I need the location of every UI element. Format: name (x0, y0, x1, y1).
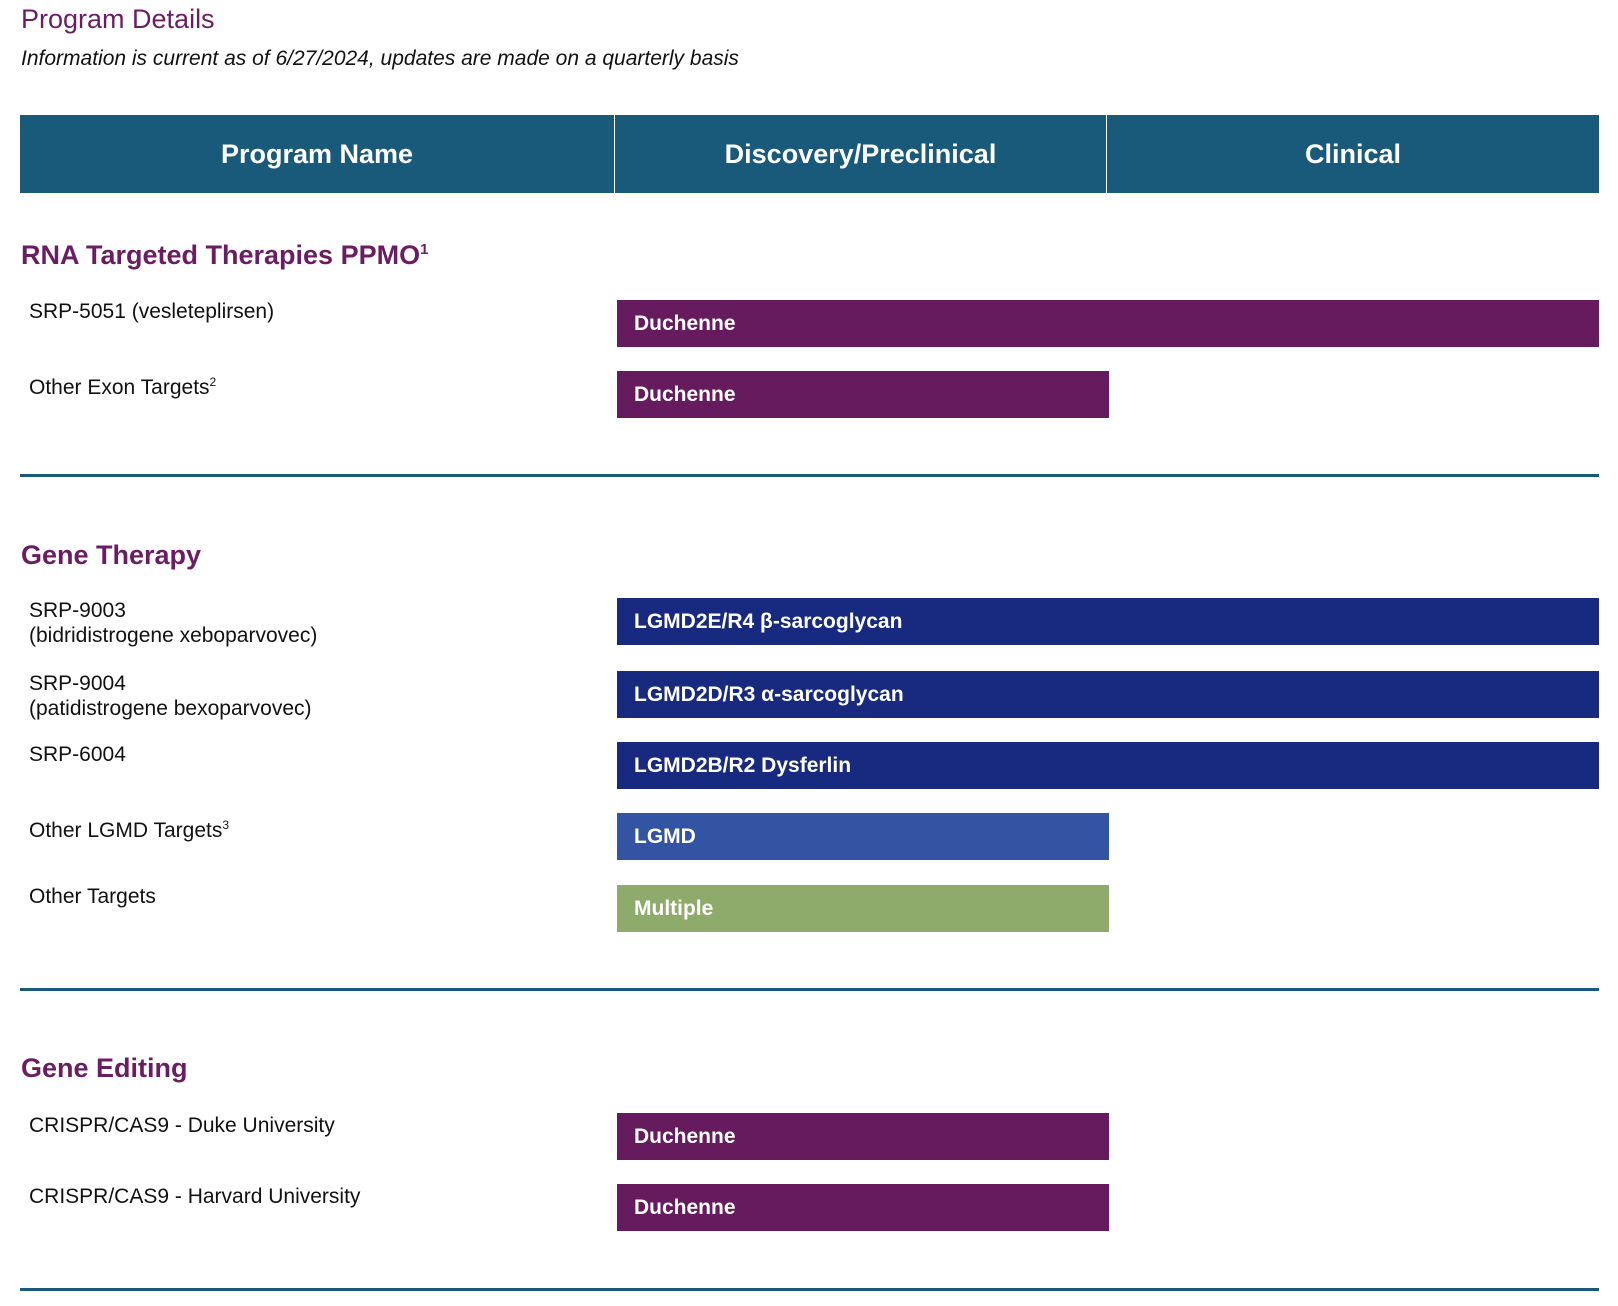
program-name: Other Exon Targets2 (29, 370, 216, 400)
program-label: SRP-9004 (29, 672, 126, 695)
section-heading-gene-therapy: Gene Therapy (21, 540, 202, 570)
pipeline-bar: LGMD (617, 813, 1109, 860)
update-note: Information is current as of 6/27/2024, … (21, 47, 739, 70)
section-heading-gene-editing: Gene Editing (21, 1053, 188, 1083)
pipeline-bar: Duchenne (617, 1113, 1109, 1160)
program-generic-name: (bidridistrogene xeboparvovec) (29, 624, 318, 647)
footnote-marker: 3 (222, 818, 230, 832)
program-name: CRISPR/CAS9 - Harvard University (29, 1184, 360, 1209)
footnote-marker: 1 (420, 241, 429, 258)
header-clinical: Clinical (1304, 138, 1402, 169)
program-label: Other LGMD Targets (29, 819, 223, 842)
table-header: Program Name Discovery/Preclinical Clini… (20, 115, 1599, 193)
program-label: Other Exon Targets (29, 376, 210, 399)
program-label: Other Targets (29, 885, 156, 908)
program-name: Other LGMD Targets3 (29, 813, 229, 843)
header-program-name: Program Name (20, 115, 615, 193)
program-label: SRP-9003 (29, 599, 126, 622)
program-label: CRISPR/CAS9 - Duke University (29, 1114, 335, 1137)
pipeline-bar: Duchenne (617, 300, 1599, 347)
footnote-marker: 2 (209, 375, 217, 389)
pipeline-bar: Multiple (617, 885, 1109, 932)
program-name: CRISPR/CAS9 - Duke University (29, 1113, 335, 1138)
section-heading-text: RNA Targeted Therapies PPMO (21, 240, 421, 270)
program-name: SRP-6004 (29, 742, 126, 767)
section-divider (20, 474, 1599, 477)
section-divider (20, 988, 1599, 991)
program-label: SRP-5051 (vesleteplirsen) (29, 300, 275, 323)
program-label: CRISPR/CAS9 - Harvard University (29, 1185, 361, 1208)
pipeline-bar: LGMD2E/R4 β-sarcoglycan (617, 598, 1599, 645)
pipeline-bar: Duchenne (617, 371, 1109, 418)
program-name: Other Targets (29, 884, 156, 909)
program-name: SRP-5051 (vesleteplirsen) (29, 299, 274, 324)
program-name: SRP-9003 (bidridistrogene xeboparvovec) (29, 598, 317, 648)
section-heading-rna: RNA Targeted Therapies PPMO1 (21, 240, 428, 271)
pipeline-bar: LGMD2D/R3 α-sarcoglycan (617, 671, 1599, 718)
section-divider (20, 1288, 1599, 1291)
pipeline-bar: LGMD2B/R2 Dysferlin (617, 742, 1599, 789)
program-name: SRP-9004 (patidistrogene bexoparvovec) (29, 671, 312, 721)
program-label: SRP-6004 (29, 743, 126, 766)
page-title: Program Details (21, 4, 215, 34)
pipeline-bar: Duchenne (617, 1184, 1109, 1231)
program-generic-name: (patidistrogene bexoparvovec) (29, 697, 312, 720)
header-discovery: Discovery/Preclinical (615, 115, 1107, 193)
